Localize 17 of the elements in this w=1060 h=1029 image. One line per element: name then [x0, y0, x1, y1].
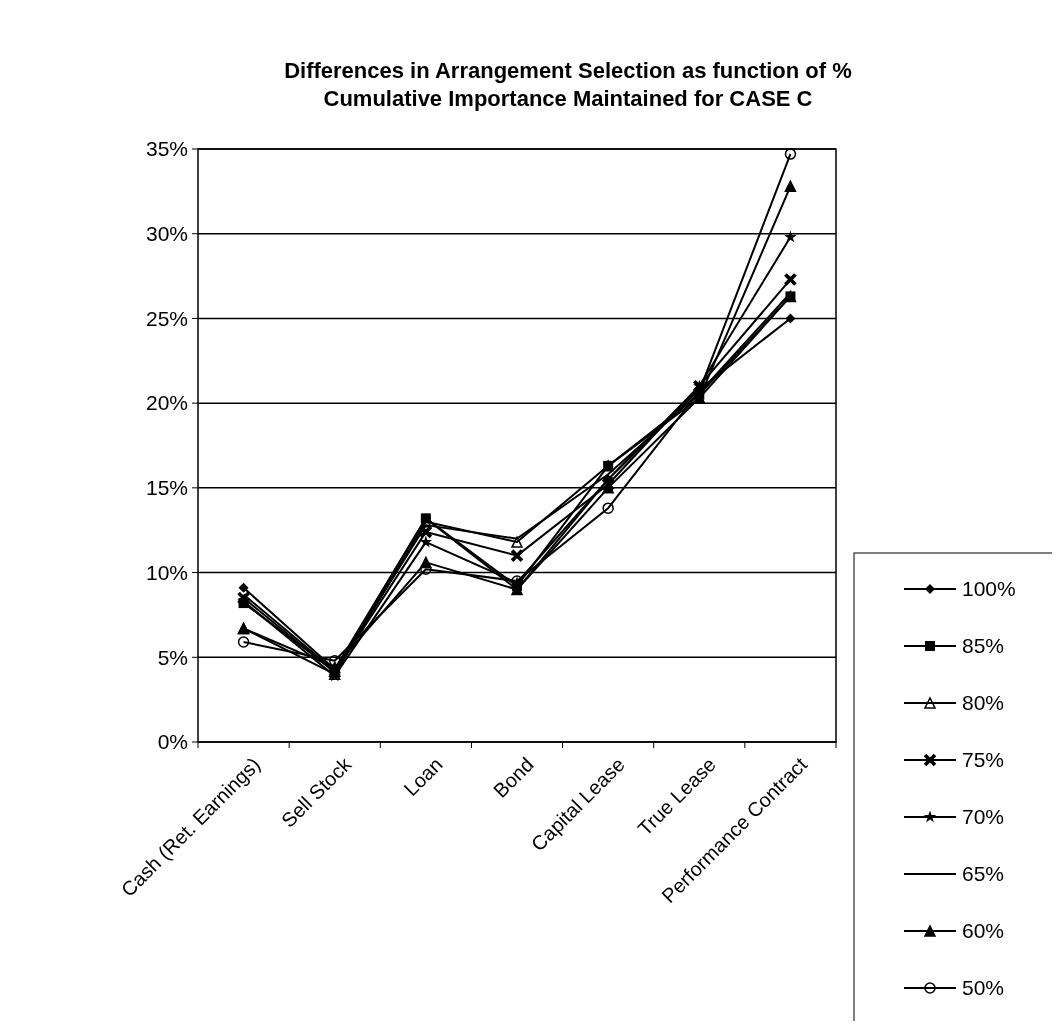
legend-label: 100% — [962, 577, 1016, 601]
legend-label: 70% — [962, 805, 1005, 829]
y-tick-label: 0% — [157, 730, 188, 754]
y-tick-label: 5% — [157, 645, 188, 669]
legend-label: 75% — [962, 748, 1005, 772]
legend-label: 80% — [962, 691, 1005, 715]
y-tick-label: 35% — [145, 137, 188, 161]
y-tick-label: 10% — [145, 560, 188, 584]
y-tick-label: 15% — [145, 476, 188, 500]
y-tick-label: 25% — [145, 306, 188, 330]
legend-label: 65% — [962, 862, 1005, 886]
y-tick-label: 20% — [145, 391, 188, 415]
legend-label: 50% — [962, 976, 1005, 1000]
legend-label: 60% — [962, 919, 1005, 943]
y-tick-label: 30% — [145, 222, 188, 246]
legend-label: 85% — [962, 634, 1005, 658]
chart-title: Differences in Arrangement Selection as function of % Cumulative Importance Maintained for CASE C — [284, 58, 852, 111]
